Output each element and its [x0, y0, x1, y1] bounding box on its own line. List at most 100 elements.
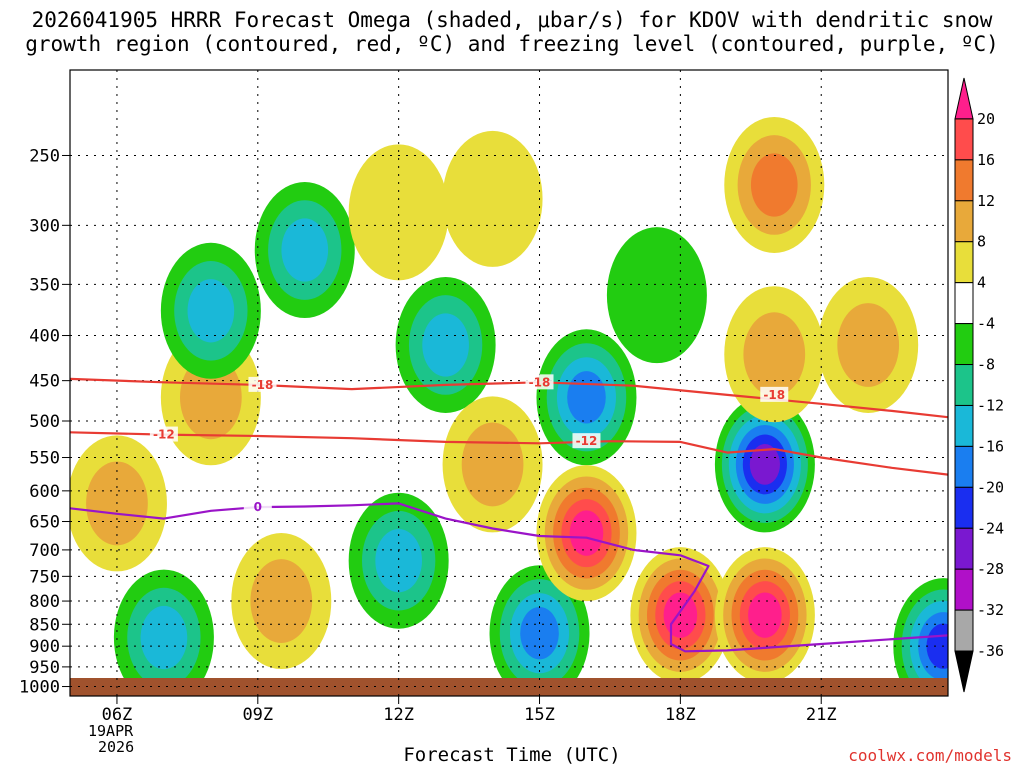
contour-label-bg	[243, 499, 272, 515]
omega-cell	[714, 547, 815, 684]
omega-contour-fill	[348, 144, 449, 281]
y-tick-label: 350	[29, 275, 60, 295]
y-tick-label: 500	[29, 412, 60, 432]
contour-label-bg	[149, 426, 178, 442]
omega-cell	[442, 130, 543, 267]
colorbar-label: -8	[977, 356, 995, 374]
contour-line	[70, 502, 948, 653]
colorbar-swatch	[954, 200, 974, 243]
colorbar-label: 12	[977, 192, 995, 210]
colorbar-swatch	[954, 650, 974, 693]
omega-cell	[714, 396, 815, 533]
y-tick-label: 800	[29, 592, 60, 612]
colorbar-label: 8	[977, 233, 986, 251]
omega-cell	[724, 286, 825, 423]
y-axis: 2503003504004505005506006507007508008509…	[19, 146, 70, 698]
colorbar-label: -20	[977, 478, 1004, 496]
contour-label: -18	[529, 375, 551, 389]
contour-label-bg	[572, 433, 601, 449]
omega-cell	[113, 569, 214, 696]
colorbar-swatch	[954, 282, 974, 325]
omega-contour-fill	[748, 592, 782, 638]
omega-contour-fill	[837, 303, 900, 387]
contour-label-bg	[525, 374, 554, 390]
y-tick-label: 650	[29, 513, 60, 533]
omega-cell	[160, 242, 261, 379]
omega-cell	[70, 435, 167, 572]
colorbar: 20 16 12 8 4 -4 -8 -12 -16 -20 -24 -28 -32 -36	[954, 77, 1004, 693]
temperature-contours: -18 -18 -18 -12 -12 0	[70, 374, 948, 653]
x-axis: 06Z 09Z 12Z 15Z 18Z 21Z	[102, 696, 837, 725]
colorbar-swatch	[954, 118, 974, 161]
y-tick-label: 750	[29, 567, 60, 587]
omega-contour-fill	[140, 605, 188, 670]
x-tick-label: 06Z	[102, 705, 133, 725]
omega-contour-fill	[569, 510, 604, 556]
omega-cell	[254, 182, 355, 319]
x-tick-label: 09Z	[242, 705, 273, 725]
contour-label: -18	[252, 378, 274, 392]
colorbar-label: -36	[977, 642, 1004, 660]
omega-contour-fill	[375, 529, 422, 593]
contour-label-bg	[248, 376, 277, 392]
ground-bar	[70, 678, 948, 696]
colorbar-label: -4	[977, 315, 995, 333]
colorbar-swatch	[954, 241, 974, 284]
colorbar-label: 16	[977, 151, 995, 169]
x-tick-label: 21Z	[806, 705, 837, 725]
y-tick-label: 900	[29, 637, 60, 657]
omega-contour-fill	[567, 371, 606, 424]
y-tick-label: 300	[29, 216, 60, 236]
contour-label: 0	[254, 500, 262, 514]
y-tick-label: 1000	[19, 678, 60, 698]
omega-contour-fill	[743, 312, 806, 397]
omega-cell	[606, 227, 707, 364]
contour-line	[70, 431, 948, 476]
plot-frame	[69, 69, 949, 697]
omega-contour-fill	[250, 559, 313, 643]
colorbar-swatch	[954, 527, 974, 570]
omega-contour-fill	[422, 313, 469, 377]
colorbar-swatch	[954, 445, 974, 488]
y-tick-label: 250	[29, 146, 60, 166]
x-tick-label: 12Z	[383, 705, 414, 725]
x-tick-label: 15Z	[524, 705, 555, 725]
colorbar-label: 4	[977, 274, 986, 292]
omega-shading	[70, 116, 948, 696]
omega-cell	[348, 492, 449, 629]
omega-contour-fill	[281, 218, 329, 282]
omega-cell	[536, 465, 637, 602]
omega-cell	[231, 533, 332, 670]
colorbar-swatch	[954, 568, 974, 611]
contour-label: -12	[153, 428, 175, 442]
omega-contour-fill	[750, 153, 798, 217]
omega-cell	[348, 144, 449, 281]
omega-cell	[724, 116, 825, 253]
y-tick-label: 450	[29, 372, 60, 392]
omega-contour-fill	[461, 422, 524, 507]
omega-contour-fill	[179, 355, 242, 440]
colorbar-swatch	[954, 609, 974, 652]
colorbar-swatch	[954, 486, 974, 529]
date-label-month: 19APR	[88, 722, 134, 740]
omega-cell	[395, 276, 496, 413]
colorbar-label: -32	[977, 601, 1004, 619]
colorbar-label: -16	[977, 437, 1004, 455]
omega-cell	[442, 396, 543, 533]
y-tick-label: 850	[29, 615, 60, 635]
omega-cell	[818, 276, 919, 413]
y-tick-label: 700	[29, 541, 60, 561]
y-tick-label: 950	[29, 658, 60, 678]
y-tick-label: 600	[29, 482, 60, 502]
chart-title-line2: growth region (contoured, red, ºC) and f…	[25, 32, 999, 56]
colorbar-label: -24	[977, 519, 1004, 537]
chart-title-line1: 2026041905 HRRR Forecast Omega (shaded, …	[31, 8, 993, 32]
x-tick-label: 18Z	[665, 705, 696, 725]
site-credit: coolwx.com/models	[848, 746, 1012, 765]
y-tick-label: 400	[29, 327, 60, 347]
contour-label: -18	[763, 388, 785, 402]
colorbar-label: 20	[977, 110, 995, 128]
date-label-year: 2026	[98, 738, 135, 756]
omega-contour-fill	[187, 279, 235, 343]
omega-cell	[536, 329, 637, 466]
